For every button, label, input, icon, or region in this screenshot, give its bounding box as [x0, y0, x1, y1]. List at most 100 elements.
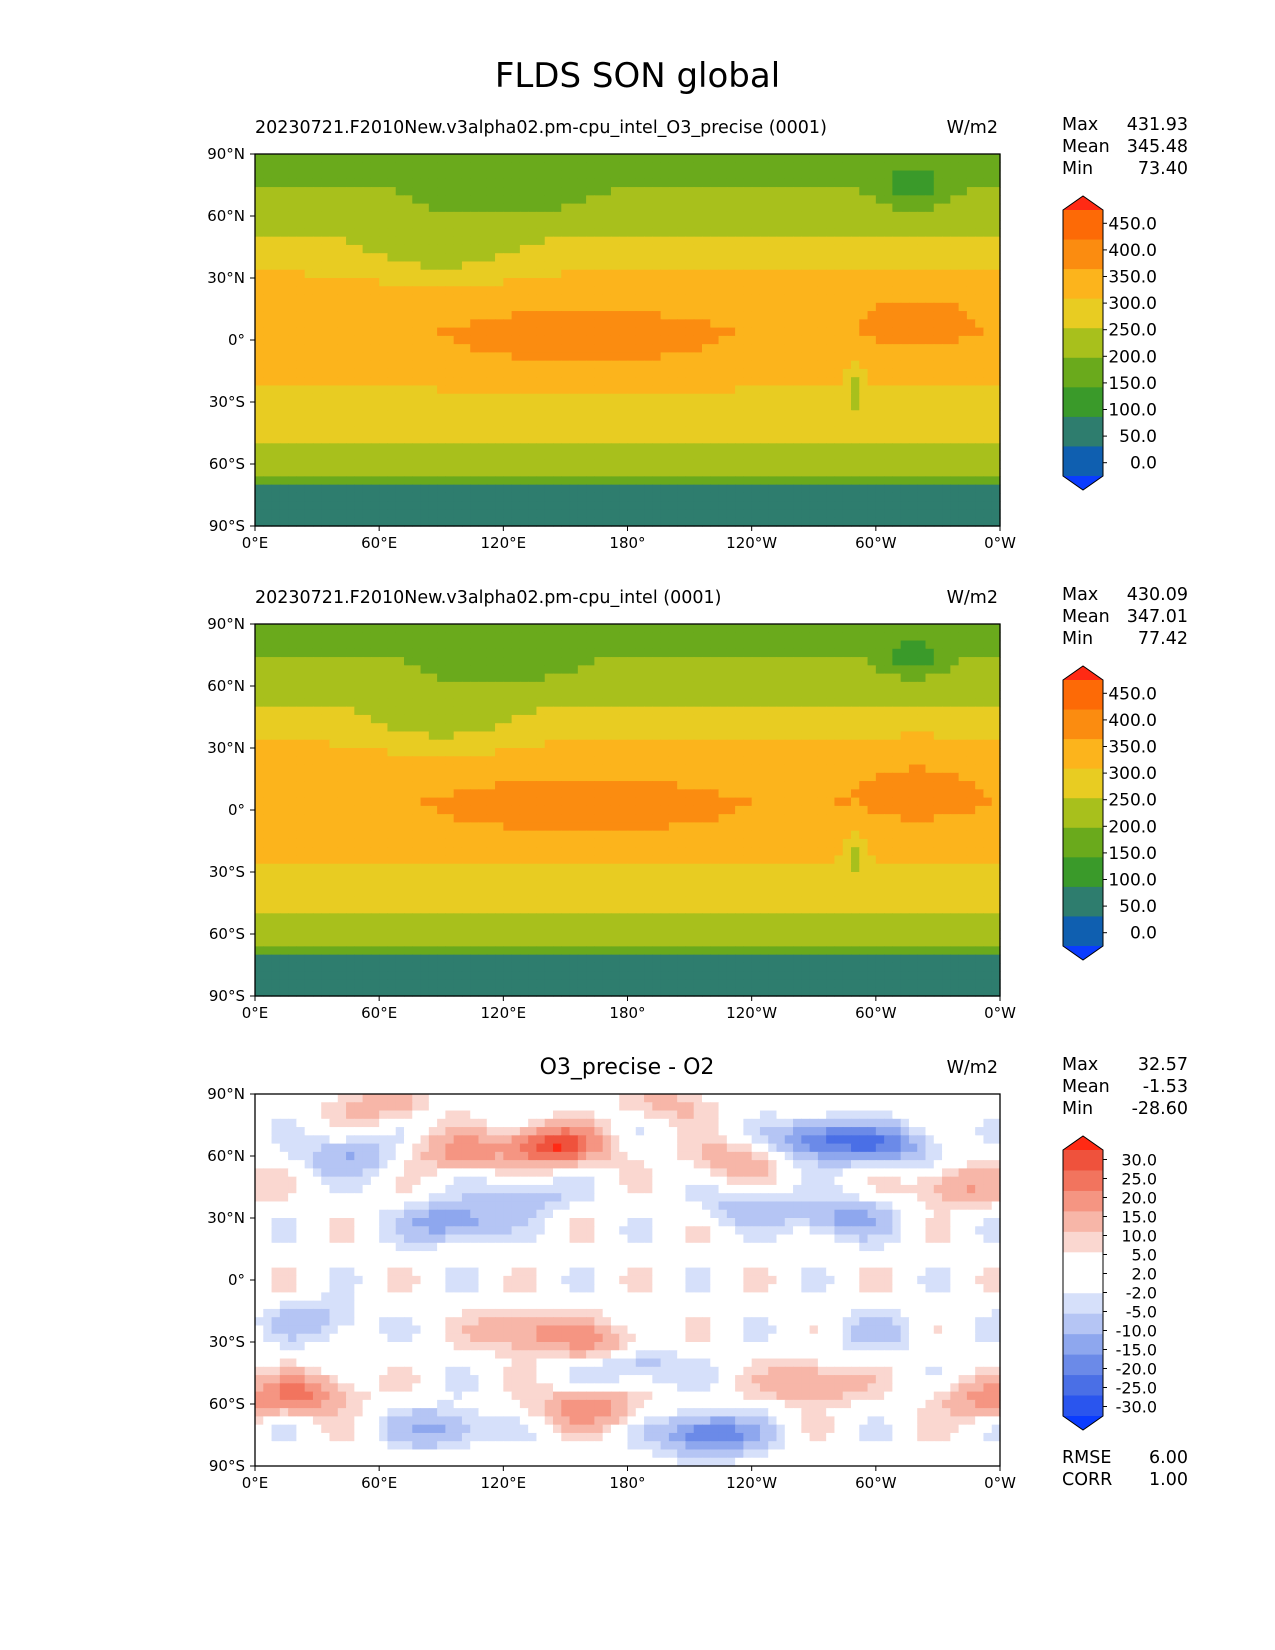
heatmap-cell	[851, 426, 860, 436]
heatmap-cell	[453, 327, 463, 337]
heatmap-cell	[826, 385, 836, 395]
heatmap-cell	[677, 402, 687, 411]
heatmap-cell	[569, 665, 579, 675]
heatmap-cell	[304, 244, 314, 254]
heatmap-cell	[735, 410, 744, 420]
heatmap-cell	[271, 302, 281, 312]
heatmap-cell	[395, 435, 405, 444]
heatmap-cell	[528, 517, 538, 527]
heatmap-cell	[437, 426, 446, 436]
heatmap-cell	[768, 261, 778, 271]
heatmap-cell	[321, 517, 331, 527]
heatmap-cell	[925, 211, 935, 221]
heatmap-cell	[553, 509, 562, 519]
heatmap-cell	[635, 286, 645, 296]
heatmap-cell	[925, 352, 935, 362]
heatmap-cell	[478, 377, 488, 387]
heatmap-cell	[321, 294, 331, 304]
heatmap-cell	[718, 509, 728, 519]
heatmap-cell	[660, 484, 670, 494]
heatmap-cell	[610, 170, 620, 180]
heatmap-cell	[685, 435, 695, 444]
heatmap-cell	[958, 178, 968, 188]
heatmap-cell	[619, 665, 629, 675]
heatmap-cell	[304, 203, 314, 213]
heatmap-cell	[470, 402, 480, 411]
heatmap-cell	[296, 319, 306, 329]
heatmap-cell	[635, 236, 645, 246]
heatmap-cell	[627, 203, 637, 213]
heatmap-cell	[685, 187, 695, 196]
heatmap-cell	[759, 517, 769, 527]
heatmap-cell	[445, 352, 455, 362]
heatmap-cell	[933, 517, 943, 527]
heatmap-cell	[942, 269, 951, 279]
heatmap-cell	[271, 673, 281, 683]
heatmap-cell	[933, 410, 943, 420]
heatmap-cell	[461, 509, 471, 519]
heatmap-cell	[561, 393, 571, 403]
heatmap-cell	[875, 418, 885, 428]
heatmap-cell	[561, 377, 571, 387]
heatmap-cell	[453, 261, 463, 271]
heatmap-cell	[255, 368, 264, 378]
heatmap-cell	[544, 468, 554, 477]
x-tick-label: 120°E	[481, 534, 527, 552]
heatmap-cell	[370, 632, 380, 642]
heatmap-cell	[735, 286, 744, 296]
heatmap-cell	[942, 187, 951, 196]
heatmap-cell	[892, 253, 902, 263]
heatmap-cell	[288, 673, 297, 683]
heatmap-cell	[966, 410, 976, 420]
heatmap-cell	[718, 302, 728, 312]
heatmap-cell	[925, 435, 935, 444]
heatmap-cell	[702, 509, 711, 519]
heatmap-cell	[668, 203, 678, 213]
heatmap-cell	[933, 187, 943, 196]
heatmap-cell	[884, 187, 893, 196]
heatmap-cell	[486, 294, 496, 304]
heatmap-cell	[834, 211, 844, 221]
heatmap-cell	[867, 228, 877, 238]
heatmap-cell	[586, 352, 595, 362]
heatmap-cell	[619, 648, 629, 658]
heatmap-cell	[875, 294, 885, 304]
heatmap-cell	[627, 632, 637, 642]
heatmap-cell	[511, 244, 521, 254]
heatmap-cell	[702, 410, 711, 420]
heatmap-cell	[900, 203, 910, 213]
heatmap-cell	[759, 648, 769, 658]
heatmap-cell	[817, 517, 827, 527]
heatmap-cell	[702, 393, 711, 403]
heatmap-cell	[942, 673, 951, 683]
heatmap-cell	[900, 178, 910, 188]
heatmap-cell	[288, 426, 297, 436]
heatmap-cell	[379, 468, 389, 477]
heatmap-cell	[594, 665, 604, 675]
heatmap-cell	[255, 170, 264, 180]
heatmap-cell	[445, 236, 455, 246]
heatmap-cell	[942, 228, 951, 238]
heatmap-cell	[553, 195, 562, 205]
heatmap-cell	[255, 698, 264, 708]
heatmap-cell	[801, 377, 811, 387]
heatmap-cell	[445, 517, 455, 527]
heatmap-cell	[718, 327, 728, 337]
heatmap-cell	[983, 220, 993, 229]
heatmap-cell	[660, 170, 670, 180]
heatmap-cell	[412, 278, 422, 287]
heatmap-cell	[478, 698, 488, 708]
heatmap-cell	[702, 468, 711, 477]
heatmap-cell	[652, 278, 662, 287]
heatmap-cell	[395, 253, 405, 263]
heatmap-cell	[975, 327, 985, 337]
heatmap-cell	[478, 468, 488, 477]
heatmap-cell	[486, 476, 496, 486]
heatmap-cell	[668, 698, 678, 708]
heatmap-cell	[950, 253, 960, 263]
heatmap-cell	[751, 154, 761, 163]
heatmap-cell	[958, 640, 968, 650]
heatmap-cell	[983, 211, 993, 221]
heatmap-cell	[478, 368, 488, 378]
heatmap-cell	[528, 468, 538, 477]
